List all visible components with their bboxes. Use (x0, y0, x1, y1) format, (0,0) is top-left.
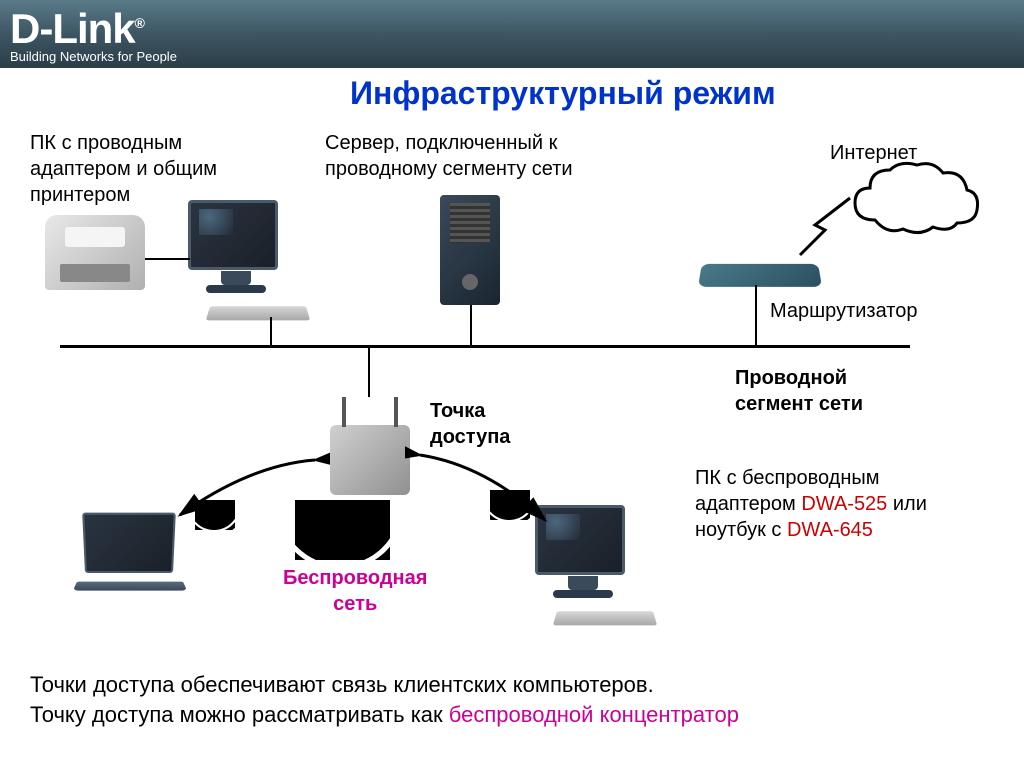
label-server: Сервер, подключенный к проводному сегмен… (325, 130, 573, 182)
bottom-line-1: Точки доступа обеспечивают связь клиентс… (30, 670, 654, 701)
arrow-ap-pc2 (405, 440, 565, 550)
label-wireless-net: Беспроводная сеть (283, 565, 427, 617)
page-title: Инфраструктурный режим (350, 75, 776, 112)
header-bar: D-Link® Building Networks for People (0, 0, 1024, 68)
printer-icon (45, 215, 145, 290)
bottom-line-2: Точку доступа можно рассматривать как бе… (30, 700, 739, 731)
server-drop (470, 305, 472, 347)
label-wired-segment: Проводной сегмент сети (735, 365, 863, 417)
lightning-icon (790, 190, 880, 265)
keyboard-icon (208, 302, 308, 324)
pc-wireless-line3: ноутбук с DWA-645 (695, 517, 927, 543)
label-pc-wireless: ПК с беспроводным адаптером DWA-525 или … (695, 465, 927, 543)
router-drop (755, 285, 757, 347)
arrow-ap-laptop (160, 445, 330, 545)
label-router: Маршрутизатор (770, 298, 917, 324)
pc-wireless-line1: ПК с беспроводным (695, 465, 927, 491)
logo: D-Link® Building Networks for People (10, 5, 177, 64)
pc-monitor-icon (188, 200, 278, 270)
bus-line (60, 345, 910, 348)
pc-drop (270, 317, 272, 347)
pc-wireless-line2: адаптером DWA-525 или (695, 491, 927, 517)
pc2-keyboard-icon (555, 607, 655, 629)
server-icon (440, 195, 500, 305)
tagline: Building Networks for People (10, 49, 177, 64)
label-pc-printer: ПК с проводным адаптером и общим принтер… (30, 130, 217, 208)
registered-mark: ® (135, 15, 144, 31)
access-point-icon (330, 425, 410, 495)
ap-drop (368, 345, 370, 397)
printer-pc-line (145, 258, 190, 260)
brand-text: D-Link (10, 5, 135, 52)
